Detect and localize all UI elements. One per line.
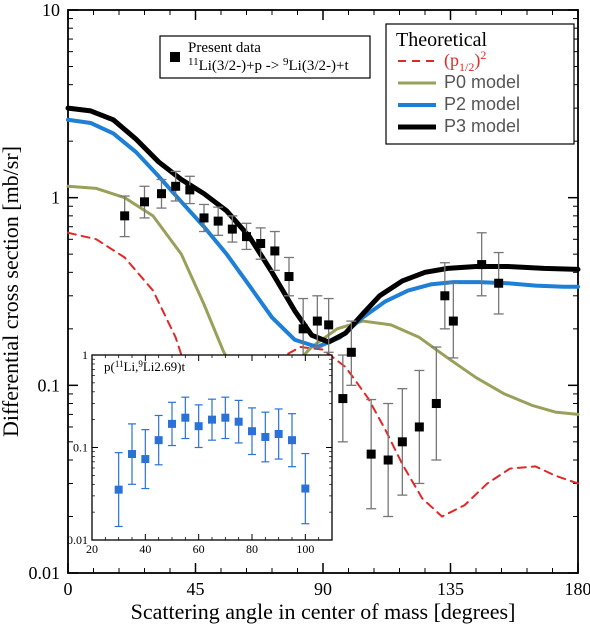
svg-text:P2 model: P2 model (444, 94, 520, 114)
svg-text:0.01: 0.01 (29, 563, 61, 583)
svg-text:1: 1 (82, 348, 88, 362)
svg-text:Present data: Present data (188, 40, 261, 56)
svg-text:0.01: 0.01 (67, 533, 88, 547)
svg-text:45: 45 (187, 579, 205, 599)
svg-text:10: 10 (42, 0, 60, 20)
svg-text:P0 model: P0 model (444, 72, 520, 92)
svg-text:180: 180 (565, 579, 590, 599)
svg-text:0.1: 0.1 (73, 441, 88, 455)
svg-text:P3 model: P3 model (444, 116, 520, 136)
svg-text:Theoretical: Theoretical (396, 29, 487, 51)
svg-text:100: 100 (296, 542, 314, 556)
svg-text:11Li(3/2-)+p -> 9Li(3/2-)+t: 11Li(3/2-)+p -> 9Li(3/2-)+t (188, 56, 349, 74)
svg-text:80: 80 (246, 542, 258, 556)
svg-text:0: 0 (64, 579, 73, 599)
svg-text:Differential cross section [mb: Differential cross section [mb/sr] (0, 146, 23, 437)
svg-text:Scattering angle in center of: Scattering angle in center of mass [degr… (131, 599, 516, 624)
svg-text:60: 60 (193, 542, 205, 556)
svg-text:40: 40 (139, 542, 151, 556)
svg-text:135: 135 (437, 579, 464, 599)
svg-text:1: 1 (51, 188, 60, 208)
cross-section-chart: 045901351800.010.1110Scattering angle in… (0, 0, 590, 633)
svg-text:90: 90 (314, 579, 332, 599)
svg-text:0.1: 0.1 (38, 375, 61, 395)
